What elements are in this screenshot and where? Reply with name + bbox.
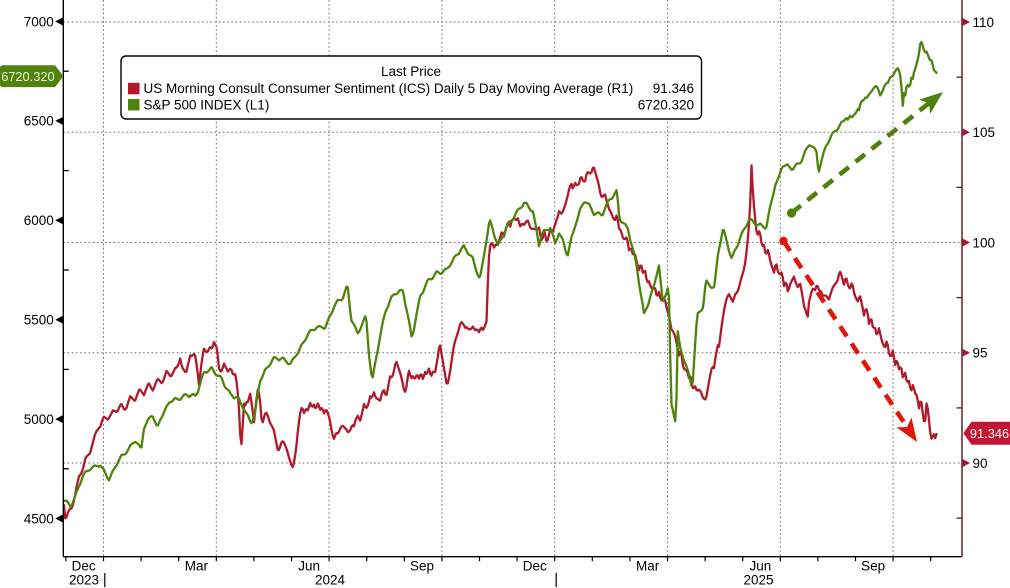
svg-text:Last Price: Last Price: [381, 64, 441, 79]
svg-text:2023: 2023: [69, 573, 99, 588]
svg-text:Mar: Mar: [636, 559, 660, 574]
svg-text:91.346: 91.346: [970, 426, 1009, 441]
svg-text:7000: 7000: [24, 14, 54, 29]
svg-text:4500: 4500: [24, 511, 54, 526]
svg-text:S&P 500 INDEX (L1): S&P 500 INDEX (L1): [144, 97, 270, 112]
svg-text:Dec: Dec: [72, 559, 96, 574]
svg-text:100: 100: [973, 235, 996, 250]
svg-text:5500: 5500: [24, 313, 54, 328]
svg-text:6500: 6500: [24, 114, 54, 129]
svg-text:110: 110: [973, 15, 995, 30]
svg-text:Mar: Mar: [185, 559, 209, 574]
svg-text:6000: 6000: [24, 213, 54, 228]
svg-text:5000: 5000: [24, 412, 54, 427]
svg-text:105: 105: [973, 125, 996, 140]
svg-text:95: 95: [973, 346, 988, 361]
svg-text:91.346: 91.346: [653, 81, 694, 96]
svg-text:6720.320: 6720.320: [1, 69, 54, 84]
svg-text:Jun: Jun: [298, 559, 320, 574]
svg-text:Dec: Dec: [523, 559, 547, 574]
svg-text:Sep: Sep: [861, 559, 885, 574]
svg-text:2024: 2024: [315, 573, 346, 588]
svg-text:2025: 2025: [743, 573, 773, 588]
svg-text:90: 90: [973, 456, 988, 471]
svg-text:US Morning Consult Consumer Se: US Morning Consult Consumer Sentiment (I…: [144, 81, 634, 96]
svg-text:Sep: Sep: [410, 559, 434, 574]
svg-text:6720.320: 6720.320: [638, 97, 694, 112]
svg-text:Jun: Jun: [750, 559, 772, 574]
